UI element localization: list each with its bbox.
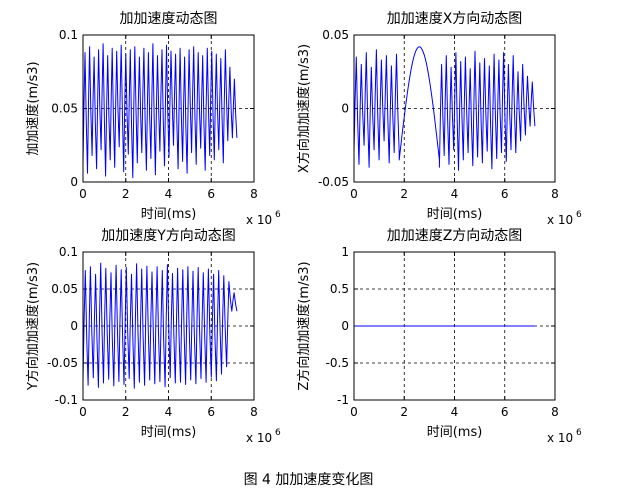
y-tick-label: -0.05: [318, 175, 349, 189]
y-axis-label: X方向加加速度(m/s3): [296, 44, 312, 173]
x-tick-label: 2: [400, 187, 408, 201]
y-tick-label: 0: [70, 319, 78, 333]
y-tick-label: 0.1: [59, 245, 78, 259]
y-tick-label: 0: [341, 319, 349, 333]
y-axis-label: Y方向加加速度(m/s3): [25, 262, 41, 391]
x-tick-label: 8: [250, 187, 258, 201]
x-axis-label: 时间(ms): [141, 207, 197, 222]
x-tick-label: 0: [79, 405, 87, 419]
axes-frame: [353, 251, 556, 401]
axes-frame: [82, 251, 255, 401]
x-exponent-label: x 10: [246, 213, 272, 227]
x-tick-label: 6: [501, 405, 509, 419]
y-tick-label: 0.5: [330, 282, 349, 296]
x-tick-label: 4: [165, 187, 173, 201]
x-tick-label: 6: [207, 405, 215, 419]
x-exponent-superscript: 6: [576, 210, 582, 220]
x-tick-label: 4: [451, 187, 459, 201]
x-exponent-superscript: 6: [275, 428, 281, 438]
x-tick-label: 0: [350, 405, 358, 419]
axes-frame: [82, 34, 255, 183]
figure-caption: 图 4 加加速度变化图: [243, 472, 374, 488]
y-tick-label: 0: [70, 175, 78, 189]
y-tick-label: 0.05: [51, 282, 78, 296]
x-exponent-label: x 10: [547, 213, 573, 227]
x-tick-label: 0: [79, 187, 87, 201]
y-tick-label: -1: [337, 393, 349, 407]
chart-title: 加加速度Y方向动态图: [101, 228, 236, 244]
x-axis-label: 时间(ms): [141, 425, 197, 440]
x-tick-label: 0: [350, 187, 358, 201]
series-line: [353, 46, 536, 171]
axes-frame: [353, 34, 556, 183]
series-line: [82, 43, 238, 179]
x-tick-label: 2: [122, 405, 130, 419]
x-tick-label: 6: [501, 187, 509, 201]
y-tick-label: 0.05: [51, 102, 78, 116]
y-tick-label: -0.05: [47, 356, 78, 370]
x-exponent-label: x 10: [547, 431, 573, 445]
x-exponent-label: x 10: [246, 431, 272, 445]
y-tick-label: -0.1: [55, 393, 78, 407]
x-exponent-superscript: 6: [576, 428, 582, 438]
x-axis-label: 时间(ms): [427, 425, 483, 440]
y-axis-label: Z方向加加速度(m/s3): [296, 261, 312, 390]
x-axis-label: 时间(ms): [427, 207, 483, 222]
x-tick-label: 4: [451, 405, 459, 419]
chart-title: 加加速度X方向动态图: [387, 11, 523, 27]
y-axis-label: 加加速度(m/s3): [25, 61, 41, 155]
chart-title: 加加速度动态图: [120, 11, 218, 27]
y-tick-label: 0.1: [59, 28, 78, 42]
chart-title: 加加速度Z方向动态图: [387, 228, 523, 244]
y-tick-label: 1: [341, 245, 349, 259]
y-tick-label: 0.05: [322, 28, 349, 42]
x-tick-label: 2: [122, 187, 130, 201]
x-tick-label: 8: [250, 405, 258, 419]
x-tick-label: 4: [165, 405, 173, 419]
x-tick-label: 6: [207, 187, 215, 201]
y-tick-label: 0: [341, 102, 349, 116]
series-line: [82, 262, 238, 389]
x-exponent-superscript: 6: [275, 210, 281, 220]
x-tick-label: 8: [551, 405, 559, 419]
x-tick-label: 8: [551, 187, 559, 201]
y-tick-label: -0.5: [326, 356, 349, 370]
x-tick-label: 2: [400, 405, 408, 419]
